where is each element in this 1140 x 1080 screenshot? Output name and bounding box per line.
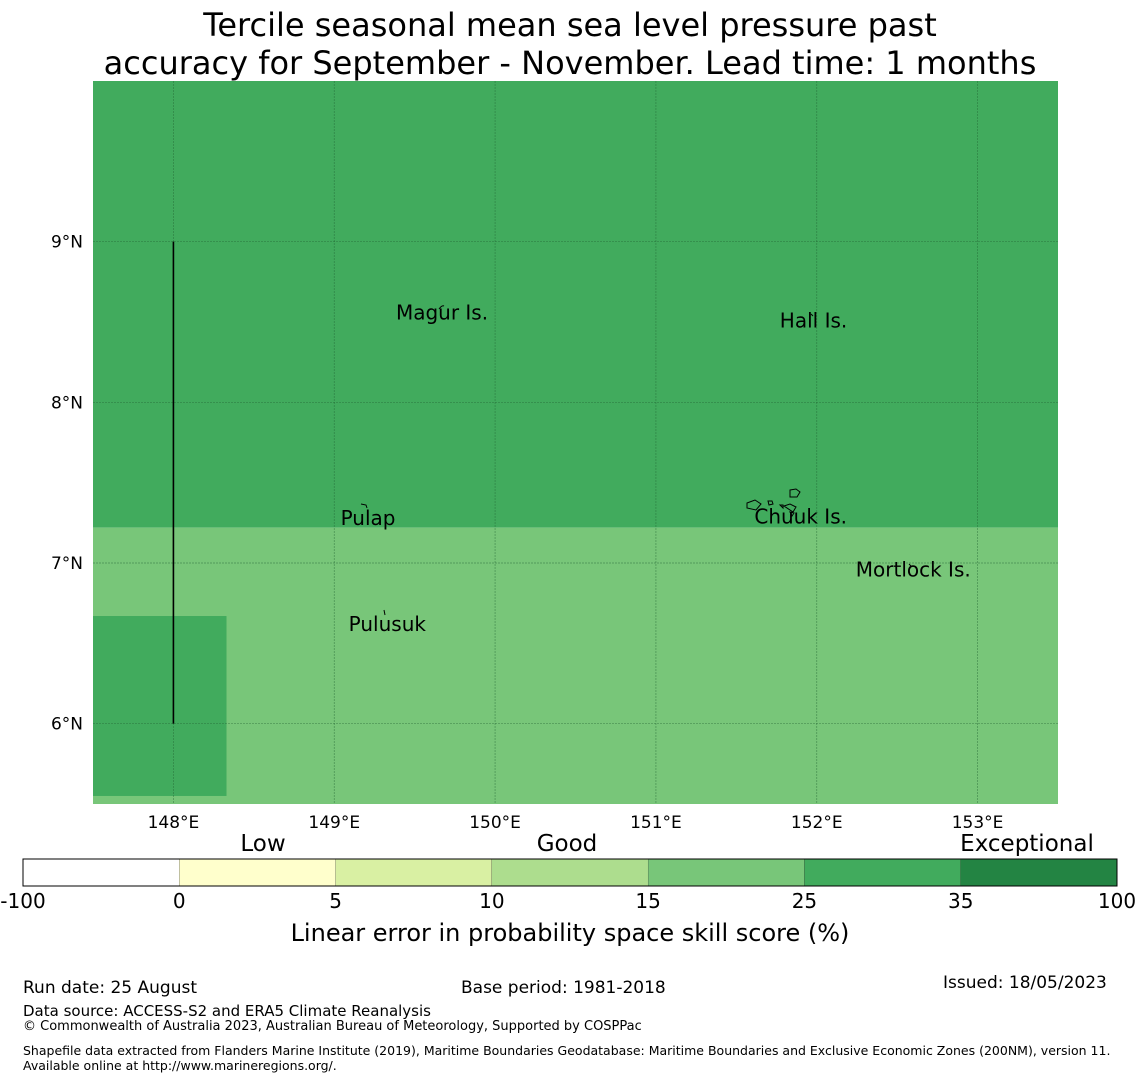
lat-tick-label: 8°N <box>51 393 83 413</box>
title-line-1: Tercile seasonal mean sea level pressure… <box>203 6 937 44</box>
map-title: Tercile seasonal mean sea level pressure… <box>0 6 1140 82</box>
magur-island-outline <box>438 305 445 310</box>
colorbar-segment <box>22 858 180 887</box>
colorbar-segment <box>491 858 649 887</box>
colorbar-segment <box>179 858 336 887</box>
place-label: Pulap <box>341 506 396 530</box>
skill-region-3 <box>93 616 227 796</box>
colorbar-category-label: Good <box>536 831 598 857</box>
island-outlines <box>360 305 912 616</box>
lon-tick-label: 152°E <box>791 813 843 833</box>
base-period: Base period: 1981-2018 <box>461 978 666 998</box>
shapefile-credit: Shapefile data extracted from Flanders M… <box>23 1043 1111 1073</box>
skill-regions <box>93 81 1058 804</box>
pulap-island-outline <box>360 503 368 509</box>
mortlock-island-outline <box>908 563 912 567</box>
colorbar-segment <box>804 858 961 887</box>
data-source: Data source: ACCESS-S2 and ERA5 Climate … <box>23 1002 431 1020</box>
colorbar-frame <box>22 858 1118 887</box>
place-labels: Magur Is. Hall Is. Pulap Chuuk Is. Mortlock … <box>341 300 971 636</box>
colorbar-tick-label: -100 <box>0 889 46 913</box>
place-label: Mortlock Is. <box>856 558 971 582</box>
lon-tick-label: 150°E <box>469 813 521 833</box>
place-label: Pulusuk <box>349 612 427 636</box>
colorbar-tick-label: 10 <box>479 889 505 913</box>
graticule <box>93 81 1058 804</box>
colorbar-tick-label: 0 <box>172 889 186 913</box>
colorbar-category-label: Low <box>240 831 286 857</box>
skill-region-1 <box>93 81 1058 528</box>
lon-tick-label: 148°E <box>148 813 200 833</box>
issued-date: Issued: 18/05/2023 <box>943 973 1107 993</box>
colorbar-tick-label: 5 <box>329 889 342 913</box>
colorbar-tick-label: 25 <box>791 889 818 913</box>
colorbar-segment <box>335 858 493 887</box>
lon-tick-label: 149°E <box>308 813 360 833</box>
title-line-2: accuracy for September - November. Lead … <box>103 44 1037 82</box>
skill-region-2 <box>93 527 1058 804</box>
pulusuk-island-outline <box>383 609 386 616</box>
lat-tick-label: 9°N <box>51 233 83 253</box>
chuuk-lagoon-outline <box>746 488 801 517</box>
place-label: Chuuk Is. <box>754 505 847 529</box>
run-date: Run date: 25 August <box>23 978 197 998</box>
colorbar-category-label: Exceptional <box>960 831 1094 857</box>
lat-tick-label: 7°N <box>51 554 83 574</box>
colorbar-segment <box>960 858 1118 887</box>
copyright: © Commonwealth of Australia 2023, Austra… <box>23 1019 642 1034</box>
colorbar-segment <box>647 858 805 887</box>
lat-tick-label: 6°N <box>51 715 83 735</box>
colorbar-label: Linear error in probability space skill … <box>290 919 850 947</box>
lon-tick-label: 153°E <box>952 813 1004 833</box>
axis-ticks: 148°E 149°E 150°E 151°E 152°E 153°E 6°N 7°N 8°N 9… <box>51 233 1003 833</box>
place-label: Magur Is. <box>396 300 488 324</box>
lon-tick-label: 151°E <box>630 813 682 833</box>
colorbar <box>22 858 1118 887</box>
colorbar-tick-label: 100 <box>1097 889 1137 913</box>
colorbar-tick-label: 15 <box>635 889 661 913</box>
hall-island-outline <box>810 313 814 317</box>
colorbar-tick-label: 35 <box>947 889 974 913</box>
place-label: Hall Is. <box>780 309 847 333</box>
